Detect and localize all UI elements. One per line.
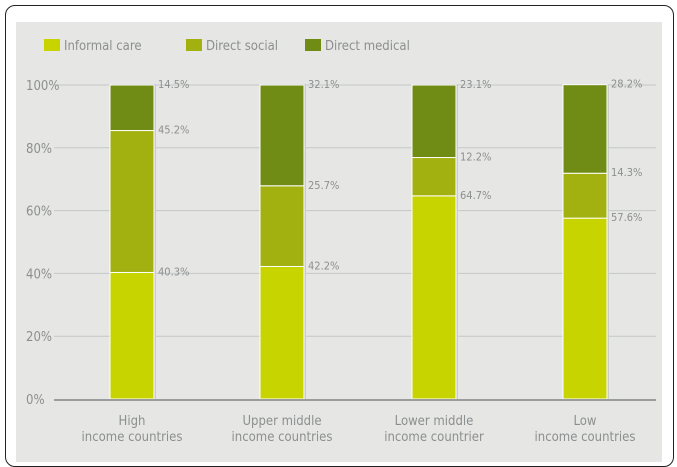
data-label-2-2: 23.1% (460, 78, 491, 91)
data-label-1-1: 25.7% (308, 179, 339, 192)
y-tick-label-2: 40% (26, 267, 52, 282)
x-tick-label-2-0: Lower middle (395, 414, 474, 429)
stacked-bar-chart: Informal care Direct social Direct medical… (26, 39, 656, 445)
bar-segment-0-1 (109, 130, 155, 273)
x-tick-label-2-1: income countrier (384, 430, 484, 445)
legend-swatch-1 (186, 39, 202, 51)
chart-frame: Informal care Direct social Direct medical… (5, 5, 674, 467)
legend: Informal care Direct social Direct medical (44, 39, 410, 54)
bar-segment-0-0 (109, 271, 155, 400)
x-tick-label-1-1: income countries (232, 430, 333, 445)
data-label-1-0: 42.2% (308, 259, 339, 272)
bar-segment-3-2 (562, 84, 608, 174)
data-label-3-0: 57.6% (611, 211, 642, 224)
chart-panel: Informal care Direct social Direct medical… (16, 22, 662, 462)
x-tick-label-3-1: income countries (535, 430, 636, 445)
y-axis: 0% 20% 40% 60% 80% 100% (26, 79, 59, 408)
x-tick-label-3-0: Low (573, 414, 596, 429)
bar-segment-2-0 (411, 195, 457, 400)
legend-swatch-0 (44, 39, 60, 51)
legend-label-1: Direct social (206, 39, 278, 54)
legend-label-0: Informal care (64, 39, 142, 54)
data-label-2-0: 64.7% (460, 189, 491, 202)
bar-segment-3-0 (562, 217, 608, 400)
x-tick-label-0-0: High (119, 414, 146, 429)
legend-swatch-2 (305, 39, 321, 51)
y-tick-label-0: 0% (26, 393, 45, 408)
bars: 40.3% 45.2% 14.5% 42.2% 25.7% 32.1% 64.7% 12.2%… (109, 78, 642, 400)
bar-segment-1-2 (259, 84, 305, 187)
data-label-0-1: 45.2% (158, 124, 189, 137)
data-label-0-0: 40.3% (158, 265, 189, 278)
bar-segment-1-0 (259, 265, 305, 400)
bar-segment-2-1 (411, 157, 457, 197)
y-tick-label-3: 60% (26, 205, 52, 220)
legend-label-2: Direct medical (325, 39, 410, 54)
bar-segment-1-1 (259, 185, 305, 267)
data-label-3-2: 28.2% (611, 78, 642, 91)
y-tick-label-1: 20% (26, 330, 52, 345)
y-tick-label-4: 80% (26, 142, 52, 157)
data-label-0-2: 14.5% (158, 78, 189, 91)
bar-segment-3-1 (562, 172, 608, 219)
x-tick-label-0-1: income countries (82, 430, 183, 445)
bar-segment-0-2 (109, 84, 155, 132)
data-label-2-1: 12.2% (460, 151, 491, 164)
data-label-3-1: 14.3% (611, 166, 642, 179)
bar-segment-2-2 (411, 84, 457, 159)
x-tick-label-1-0: Upper middle (242, 414, 321, 429)
data-label-1-2: 32.1% (308, 78, 339, 91)
y-tick-label-5: 100% (26, 79, 59, 94)
